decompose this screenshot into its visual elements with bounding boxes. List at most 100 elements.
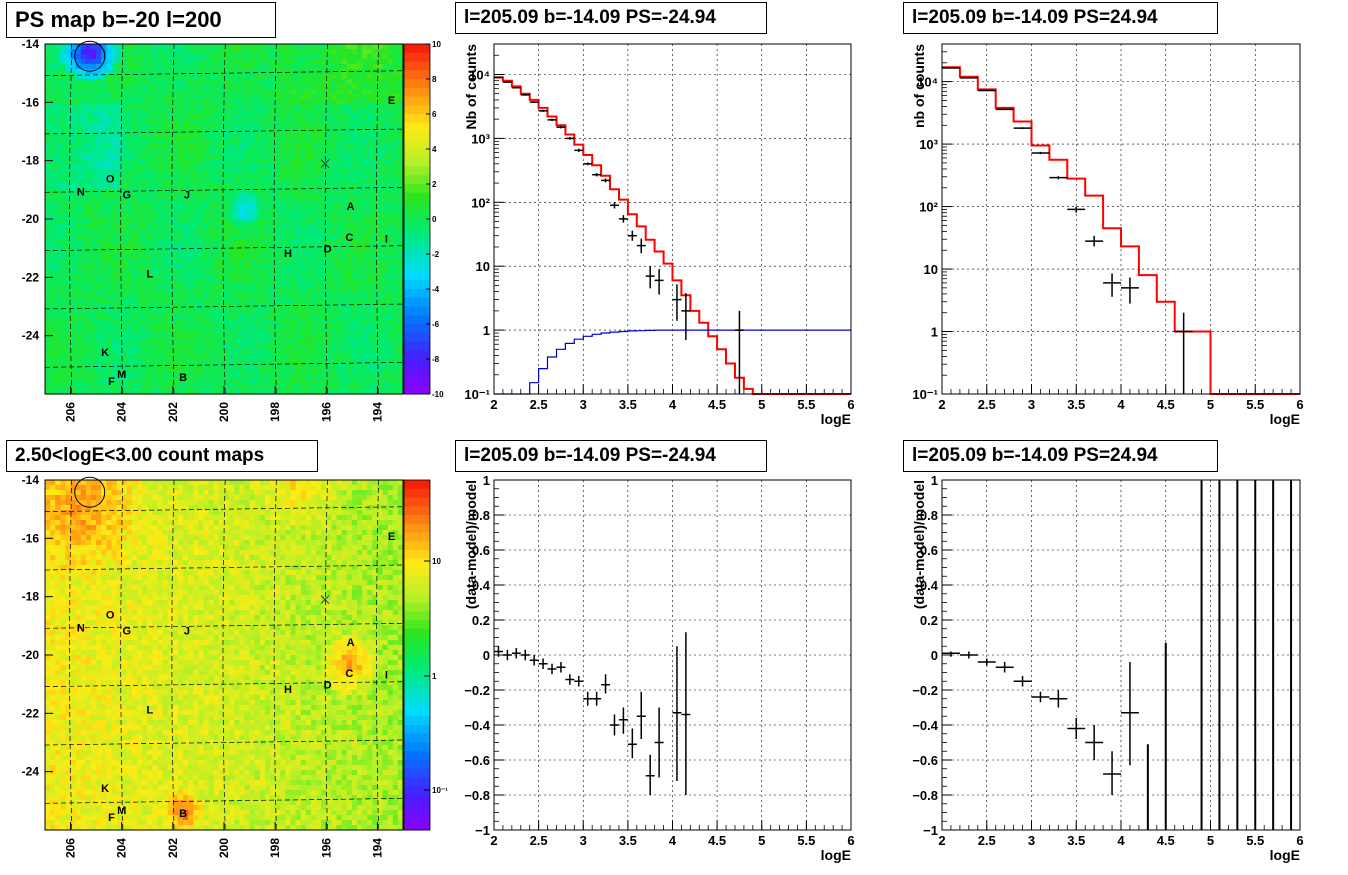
map-pixel bbox=[203, 79, 210, 85]
map-pixel bbox=[234, 134, 240, 140]
map-pixel bbox=[188, 389, 194, 395]
map-pixel bbox=[397, 274, 404, 280]
map-pixel bbox=[137, 214, 143, 220]
map-pixel bbox=[290, 49, 297, 55]
map-pixel bbox=[218, 149, 225, 155]
map-pixel bbox=[147, 114, 153, 120]
map-pixel bbox=[336, 369, 343, 375]
map-pixel bbox=[392, 354, 399, 360]
map-pixel bbox=[137, 274, 143, 280]
map-pixel bbox=[224, 324, 230, 330]
map-pixel bbox=[280, 184, 286, 190]
map-pixel bbox=[336, 234, 343, 240]
map-pixel bbox=[346, 334, 353, 340]
map-pixel bbox=[310, 374, 317, 380]
map-pixel bbox=[244, 89, 251, 95]
map-pixel bbox=[65, 179, 72, 185]
map-pixel bbox=[372, 129, 379, 135]
map-pixel bbox=[167, 274, 174, 280]
map-pixel bbox=[101, 109, 107, 115]
map-pixel bbox=[326, 169, 332, 175]
map-pixel bbox=[167, 359, 174, 365]
map-pixel bbox=[387, 344, 394, 350]
map-pixel bbox=[244, 364, 251, 370]
map-pixel bbox=[162, 184, 169, 190]
map-pixel bbox=[259, 174, 266, 180]
map-pixel bbox=[336, 304, 343, 310]
map-pixel bbox=[131, 84, 138, 90]
map-pixel bbox=[285, 139, 292, 145]
map-pixel bbox=[275, 339, 281, 345]
map-pixel bbox=[80, 139, 87, 145]
map-pixel bbox=[177, 154, 184, 160]
map-pixel bbox=[75, 89, 82, 95]
map-grid-line bbox=[44, 245, 404, 251]
map-pixel bbox=[152, 354, 159, 360]
map-pixel bbox=[55, 129, 61, 135]
map-pixel bbox=[346, 99, 353, 105]
map-pixel bbox=[280, 129, 286, 135]
map-pixel bbox=[208, 149, 215, 155]
map-pixel bbox=[101, 339, 107, 345]
map-pixel bbox=[203, 374, 210, 380]
map-pixel bbox=[336, 49, 343, 55]
map-pixel bbox=[147, 379, 153, 385]
map-pixel bbox=[142, 134, 148, 140]
map-pixel bbox=[55, 324, 61, 330]
map-pixel bbox=[234, 179, 240, 185]
map-pixel bbox=[80, 59, 87, 65]
map-pixel bbox=[285, 199, 292, 205]
map-pixel bbox=[172, 209, 179, 215]
map-pixel bbox=[162, 179, 169, 185]
map-pixel bbox=[326, 279, 332, 285]
map-pixel bbox=[106, 239, 113, 245]
scale-segment bbox=[404, 210, 430, 220]
map-pixel bbox=[177, 104, 184, 110]
map-pixel bbox=[382, 84, 389, 90]
map-pixel bbox=[336, 269, 343, 275]
map-pixel bbox=[377, 69, 384, 75]
map-pixel bbox=[208, 209, 215, 215]
map-pixel bbox=[177, 129, 184, 135]
map-pixel bbox=[331, 199, 338, 205]
map-pixel bbox=[70, 199, 77, 205]
map-pixel bbox=[316, 219, 322, 225]
map-pixel bbox=[208, 349, 215, 355]
map-pixel bbox=[264, 219, 271, 225]
map-pixel bbox=[70, 179, 77, 185]
map-pixel bbox=[244, 319, 251, 325]
map-pixel bbox=[131, 214, 138, 220]
map-pixel bbox=[377, 379, 384, 385]
map-pixel bbox=[331, 49, 338, 55]
map-pixel bbox=[387, 194, 394, 200]
map-pixel bbox=[213, 264, 220, 270]
map-pixel bbox=[131, 49, 138, 55]
scale-segment bbox=[404, 61, 430, 71]
map-pixel bbox=[75, 114, 82, 120]
map-pixel bbox=[121, 264, 128, 270]
map-pixel bbox=[290, 259, 297, 265]
map-pixel bbox=[131, 304, 138, 310]
map-pixel bbox=[85, 69, 92, 75]
map-pixel bbox=[70, 184, 77, 190]
map-pixel bbox=[193, 124, 200, 130]
map-pixel bbox=[183, 159, 189, 165]
map-pixel bbox=[341, 304, 348, 310]
map-pixel bbox=[367, 274, 373, 280]
map-pixel bbox=[116, 269, 123, 275]
map-pixel bbox=[234, 339, 240, 345]
map-pixel bbox=[346, 199, 353, 205]
map-pixel bbox=[275, 89, 281, 95]
map-pixel bbox=[55, 99, 61, 105]
map-pixel bbox=[264, 69, 271, 75]
map-pixel bbox=[91, 179, 97, 185]
map-pixel bbox=[300, 344, 307, 350]
map-pixel bbox=[147, 44, 153, 50]
map-pixel bbox=[362, 274, 368, 280]
map-pixel bbox=[244, 99, 251, 105]
map-pixel bbox=[397, 374, 404, 380]
map-pixel bbox=[101, 104, 107, 110]
map-pixel bbox=[213, 79, 220, 85]
map-pixel bbox=[321, 54, 327, 60]
map-pixel bbox=[177, 64, 184, 70]
